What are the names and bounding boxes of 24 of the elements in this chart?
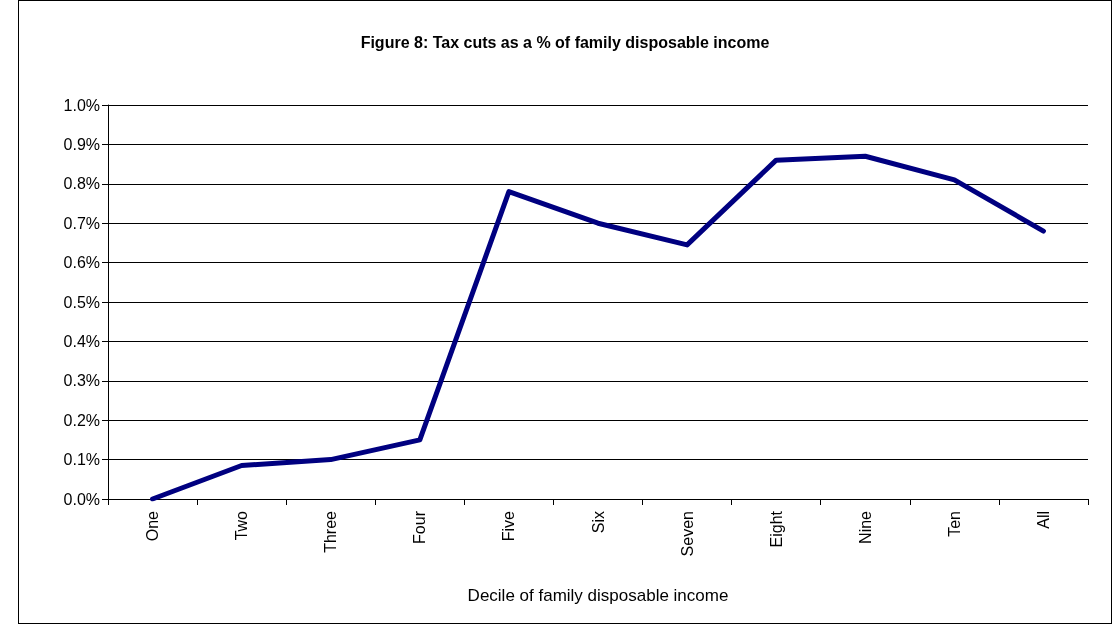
y-tick-label: 0.2%: [63, 411, 100, 429]
x-tick-label: Nine: [856, 510, 874, 544]
x-tick-label: Six: [589, 511, 607, 534]
x-tick-label: Eight: [767, 510, 785, 548]
y-tick-label: 0.3%: [63, 372, 100, 390]
x-tick-label: Three: [322, 510, 340, 553]
x-tick-label: One: [144, 510, 162, 542]
chart-title: Figure 8: Tax cuts as a % of family disposable income: [360, 33, 770, 51]
x-tick-label: Ten: [945, 511, 963, 537]
y-tick-label: 0.5%: [63, 293, 100, 311]
y-tick-label: 1.0%: [63, 96, 100, 114]
x-axis-title: Decile of family disposable income: [467, 586, 729, 605]
y-tick-label: 0.0%: [63, 490, 100, 508]
y-tick-label: 0.9%: [63, 135, 100, 153]
x-tick-label: Four: [411, 510, 429, 544]
x-tick-label: Seven: [678, 511, 696, 557]
y-tick-label: 0.8%: [63, 175, 100, 193]
y-tick-label: 0.7%: [63, 214, 100, 232]
x-tick-label: Two: [233, 510, 251, 541]
y-tick-label: 0.6%: [63, 254, 100, 272]
y-tick-label: 0.4%: [63, 332, 100, 350]
x-tick-label: All: [1034, 511, 1052, 529]
x-tick-label: Five: [500, 510, 518, 542]
y-tick-label: 0.1%: [63, 451, 100, 469]
